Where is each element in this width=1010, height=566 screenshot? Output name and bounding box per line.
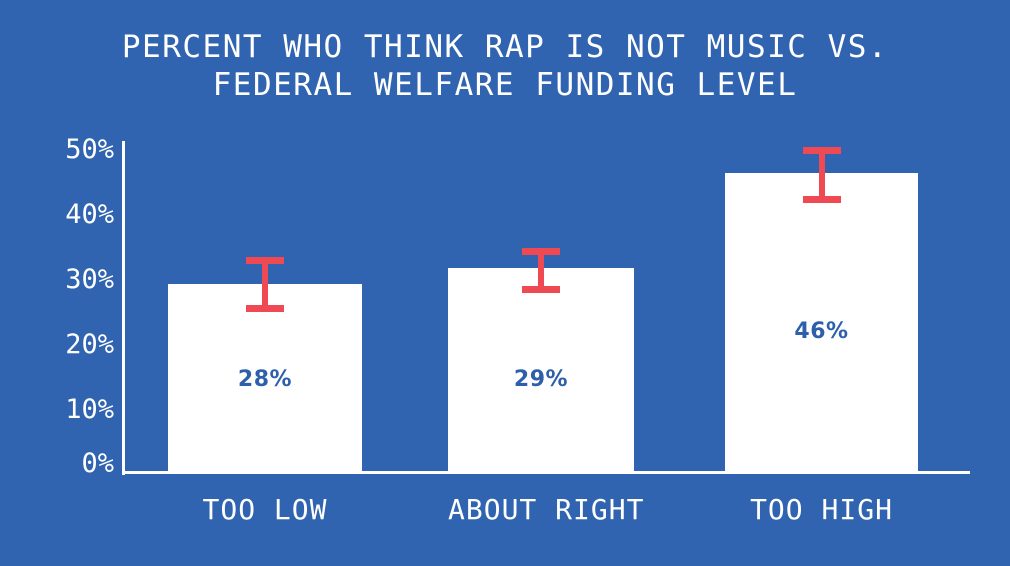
error-bar-cap-lower — [522, 286, 560, 293]
error-bar-cap-lower — [802, 196, 841, 203]
y-tick-label-40: 40% — [65, 199, 114, 230]
bar-about-right — [448, 268, 634, 473]
bar-label-too-low: 28% — [237, 367, 293, 392]
x-tick-label-about-right: ABOUT RIGHT — [448, 493, 645, 526]
error-bar-stem — [538, 248, 544, 293]
bar-too-high — [725, 173, 918, 473]
y-tick-label-50: 50% — [65, 134, 114, 165]
error-bar-stem — [818, 147, 825, 203]
error-bar-cap-upper — [802, 147, 841, 154]
y-axis-line — [122, 141, 125, 475]
error-bar-cap-upper — [522, 248, 560, 255]
bar-too-low — [168, 284, 362, 473]
error-bar-too-high — [725, 147, 918, 203]
error-bar-cap-upper — [246, 257, 284, 264]
y-tick-label-20: 20% — [65, 329, 114, 360]
bar-label-about-right: 29% — [513, 367, 569, 392]
plot-area: 28% 29% 46% — [122, 141, 970, 473]
chart-title: PERCENT WHO THINK RAP IS NOT MUSIC VS. F… — [121, 29, 889, 103]
bar-label-too-high: 46% — [794, 319, 849, 344]
y-tick-label-10: 10% — [65, 394, 114, 425]
error-bar-about-right — [448, 248, 634, 293]
error-bar-cap-lower — [246, 305, 284, 312]
y-tick-label-0: 0% — [81, 448, 114, 479]
y-tick-label-30: 30% — [65, 264, 114, 295]
error-bar-too-low — [168, 257, 362, 312]
y-axis-tick-labels: 50% 40% 30% 20% 10% 0% — [24, 0, 114, 566]
error-bar-stem — [262, 257, 268, 312]
x-tick-label-too-low: TOO LOW — [202, 493, 328, 526]
x-tick-label-too-high: TOO HIGH — [750, 493, 893, 526]
